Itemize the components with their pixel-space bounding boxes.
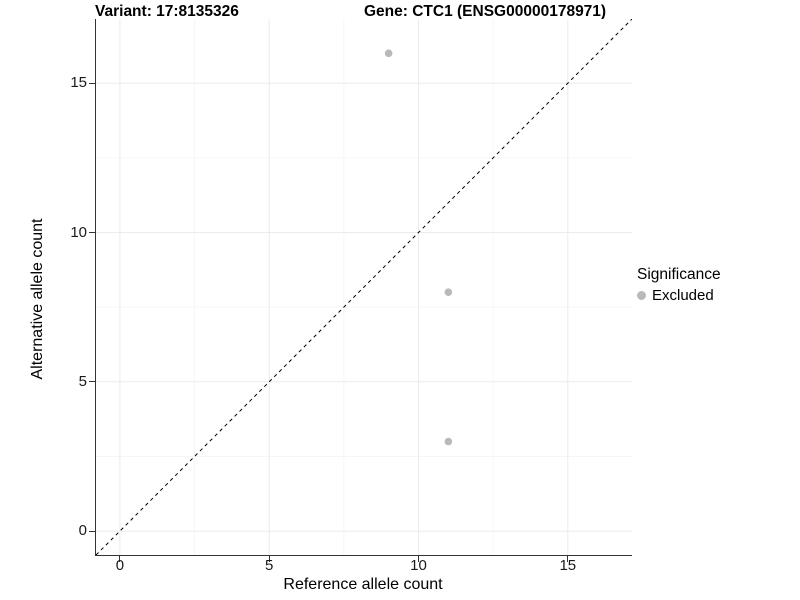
y-tick-label: 15 bbox=[70, 74, 87, 92]
legend: Significance Excluded bbox=[637, 266, 721, 304]
plot-canvas bbox=[96, 19, 632, 555]
y-tick-label: 5 bbox=[78, 372, 87, 390]
y-axis-title: Alternative allele count bbox=[29, 218, 46, 380]
y-tick-mark bbox=[89, 232, 95, 233]
legend-item-label: Excluded bbox=[652, 287, 714, 304]
x-tick-label: 5 bbox=[265, 557, 274, 574]
y-tick-label: 0 bbox=[78, 522, 87, 540]
plot-panel bbox=[95, 19, 632, 556]
legend-point-icon bbox=[637, 291, 646, 300]
x-tick-mark bbox=[268, 556, 270, 562]
plot-title-gene: Gene: CTC1 (ENSG00000178971) bbox=[364, 3, 607, 20]
y-tick-mark bbox=[89, 530, 95, 532]
x-axis-title: Reference allele count bbox=[283, 576, 443, 593]
x-tick-label: 10 bbox=[410, 557, 427, 574]
x-tick-mark bbox=[417, 556, 419, 562]
legend-item-excluded: Excluded bbox=[637, 287, 721, 304]
legend-title: Significance bbox=[637, 266, 721, 283]
y-tick-label: 10 bbox=[70, 223, 87, 241]
y-tick-mark bbox=[89, 381, 95, 383]
x-tick-mark bbox=[119, 556, 121, 562]
y-tick-mark bbox=[89, 82, 95, 84]
x-tick-mark bbox=[567, 556, 569, 562]
identity-reference-line bbox=[96, 19, 632, 555]
data-point bbox=[384, 49, 393, 58]
x-tick-label: 15 bbox=[559, 557, 577, 574]
data-point bbox=[444, 288, 453, 297]
x-tick-label: 0 bbox=[115, 557, 125, 574]
plot-title-variant: Variant: 17:8135326 bbox=[95, 3, 239, 20]
data-point bbox=[444, 437, 453, 446]
